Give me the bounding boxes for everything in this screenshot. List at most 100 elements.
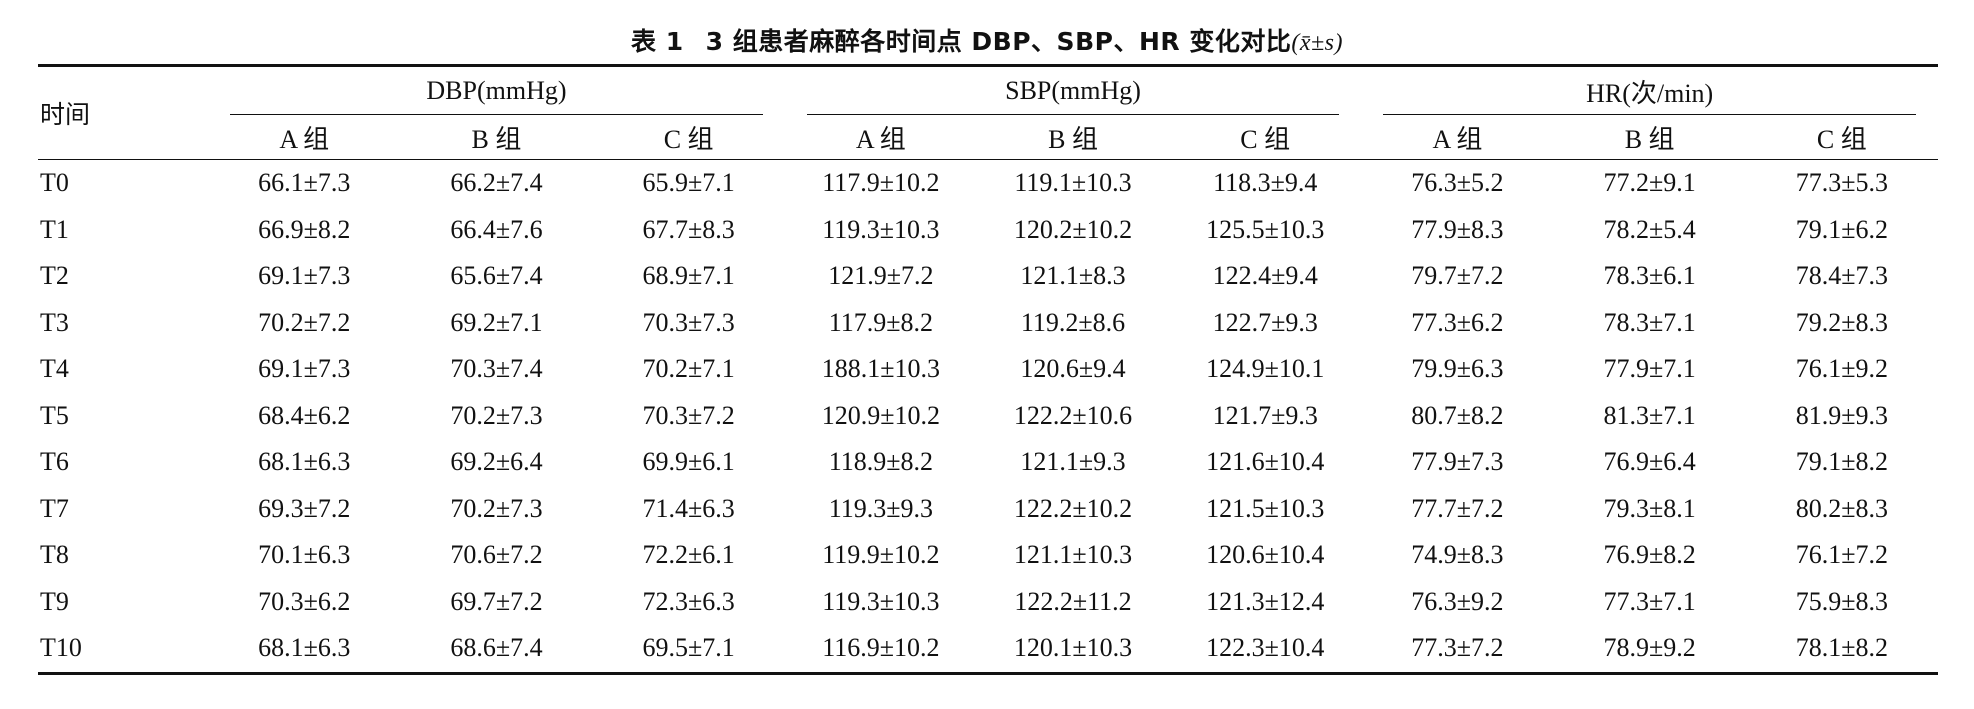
hr-group-c-header: C 组 bbox=[1745, 115, 1938, 160]
value-cell: 118.3±9.4 bbox=[1213, 168, 1318, 198]
dbp-group-b-header: B 组 bbox=[400, 115, 593, 160]
value-cell: 122.2±10.6 bbox=[1013, 400, 1133, 430]
time-point-cell: T7 bbox=[40, 493, 69, 523]
value-cell: 70.2±7.3 bbox=[450, 493, 543, 523]
table-caption: 表 1 3 组患者麻醉各时间点 DBP、SBP、HR 变化对比(x̄±s) bbox=[0, 22, 1974, 58]
table-row: T6 68.1±6.3 69.2±6.4 69.9±6.1 118.9±8.2 121.1… bbox=[38, 439, 1938, 486]
value-cell: 68.4±6.2 bbox=[258, 400, 351, 430]
value-cell: 121.1±10.3 bbox=[1013, 540, 1133, 570]
value-cell: 119.1±10.3 bbox=[1014, 168, 1132, 198]
value-cell: 68.6±7.4 bbox=[400, 625, 593, 675]
table-row: T5 68.4±6.2 70.2±7.3 70.3±7.2 120.9±10.2 122.… bbox=[38, 393, 1938, 440]
value-cell: 80.7±8.2 bbox=[1411, 400, 1504, 430]
value-cell: 122.3±10.4 bbox=[1169, 625, 1362, 675]
value-cell: 76.9±8.2 bbox=[1603, 540, 1696, 570]
value-cell: 124.9±10.1 bbox=[1206, 354, 1325, 384]
value-cell: 78.2±5.4 bbox=[1603, 214, 1696, 244]
value-cell: 70.3±7.3 bbox=[642, 307, 735, 337]
data-table-container: 时间 DBP(mmHg) SBP(mmHg) HR(次/min) A 组 B 组… bbox=[38, 64, 1938, 675]
table-stat-notation: (x̄±s) bbox=[1291, 30, 1343, 56]
value-cell: 122.2±11.2 bbox=[1014, 586, 1132, 616]
value-cell: 79.3±8.1 bbox=[1603, 493, 1696, 523]
value-cell: 72.3±6.3 bbox=[642, 586, 735, 616]
hr-group-header: HR(次/min) bbox=[1361, 64, 1938, 116]
value-cell: 70.3±7.4 bbox=[450, 354, 543, 384]
value-cell: 69.2±6.4 bbox=[450, 447, 543, 477]
time-point-cell: T4 bbox=[40, 354, 69, 384]
value-cell: 78.1±8.2 bbox=[1745, 625, 1938, 675]
time-point-cell: T10 bbox=[38, 625, 209, 675]
time-point-cell: T6 bbox=[40, 447, 69, 477]
value-cell: 77.9±7.1 bbox=[1603, 354, 1696, 384]
value-cell: 70.2±7.1 bbox=[642, 354, 735, 384]
value-cell: 122.2±10.2 bbox=[1013, 493, 1133, 523]
value-cell: 78.4±7.3 bbox=[1795, 261, 1888, 291]
value-cell: 79.7±7.2 bbox=[1411, 261, 1504, 291]
time-point-cell: T3 bbox=[40, 307, 69, 337]
value-cell: 119.3±10.3 bbox=[822, 586, 940, 616]
value-cell: 121.9±7.2 bbox=[828, 261, 934, 291]
dbp-group-a-header: A 组 bbox=[208, 115, 401, 160]
table-title: 3 组患者麻醉各时间点 DBP、SBP、HR 变化对比 bbox=[705, 27, 1292, 56]
value-cell: 121.1±8.3 bbox=[1020, 261, 1126, 291]
value-cell: 120.1±10.3 bbox=[976, 625, 1170, 675]
value-cell: 77.9±8.3 bbox=[1411, 214, 1504, 244]
value-cell: 71.4±6.3 bbox=[642, 493, 735, 523]
value-cell: 76.3±5.2 bbox=[1411, 168, 1504, 198]
value-cell: 120.6±10.4 bbox=[1206, 540, 1325, 570]
value-cell: 70.1±6.3 bbox=[258, 540, 351, 570]
value-cell: 70.3±6.2 bbox=[258, 586, 351, 616]
value-cell: 69.1±7.3 bbox=[258, 354, 351, 384]
value-cell: 75.9±8.3 bbox=[1795, 586, 1888, 616]
value-cell: 65.6±7.4 bbox=[450, 261, 543, 291]
table-row: T10 68.1±6.3 68.6±7.4 69.5±7.1 116.9±10.2 120… bbox=[38, 625, 1938, 675]
value-cell: 69.7±7.2 bbox=[450, 586, 543, 616]
table-row: T9 70.3±6.2 69.7±7.2 72.3±6.3 119.3±10.3 122.… bbox=[38, 579, 1938, 626]
value-cell: 68.1±6.3 bbox=[258, 447, 351, 477]
value-cell: 76.9±6.4 bbox=[1603, 447, 1696, 477]
value-cell: 66.1±7.3 bbox=[258, 168, 351, 198]
value-cell: 125.5±10.3 bbox=[1206, 214, 1325, 244]
value-cell: 81.3±7.1 bbox=[1603, 400, 1696, 430]
value-cell: 120.2±10.2 bbox=[1013, 214, 1133, 244]
value-cell: 79.2±8.3 bbox=[1795, 307, 1888, 337]
value-cell: 67.7±8.3 bbox=[642, 214, 735, 244]
value-cell: 72.2±6.1 bbox=[642, 540, 735, 570]
value-cell: 119.2±8.6 bbox=[1020, 307, 1126, 337]
subgroup-header-row: A 组 B 组 C 组 A 组 B 组 C 组 A 组 B 组 C 组 bbox=[38, 115, 1938, 160]
time-point-cell: T2 bbox=[40, 261, 69, 291]
time-point-cell: T8 bbox=[40, 540, 69, 570]
time-point-cell: T9 bbox=[40, 586, 69, 616]
value-cell: 69.2±7.1 bbox=[450, 307, 543, 337]
value-cell: 121.6±10.4 bbox=[1206, 447, 1325, 477]
sbp-group-b-header: B 组 bbox=[976, 115, 1170, 160]
value-cell: 118.9±8.2 bbox=[828, 447, 933, 477]
sbp-group-c-header: C 组 bbox=[1169, 115, 1362, 160]
value-cell: 116.9±10.2 bbox=[784, 625, 977, 675]
table-row: T4 69.1±7.3 70.3±7.4 70.2±7.1 188.1±10.3 120.… bbox=[38, 346, 1938, 393]
value-cell: 68.9±7.1 bbox=[642, 261, 735, 291]
value-cell: 69.5±7.1 bbox=[592, 625, 785, 675]
value-cell: 121.7±9.3 bbox=[1212, 400, 1318, 430]
time-point-cell: T0 bbox=[40, 168, 69, 198]
value-cell: 117.9±10.2 bbox=[822, 168, 940, 198]
value-cell: 68.1±6.3 bbox=[208, 625, 401, 675]
value-cell: 120.9±10.2 bbox=[821, 400, 940, 430]
value-cell: 77.9±7.3 bbox=[1411, 447, 1504, 477]
value-cell: 65.9±7.1 bbox=[642, 168, 735, 198]
value-cell: 70.2±7.2 bbox=[258, 307, 351, 337]
value-cell: 78.3±6.1 bbox=[1603, 261, 1696, 291]
table-row: T0 66.1±7.3 66.2±7.4 65.9±7.1 117.9±10.2 119.… bbox=[38, 160, 1938, 207]
value-cell: 78.9±9.2 bbox=[1553, 625, 1746, 675]
table-row: T7 69.3±7.2 70.2±7.3 71.4±6.3 119.3±9.3 122.2… bbox=[38, 486, 1938, 533]
value-cell: 78.3±7.1 bbox=[1603, 307, 1696, 337]
table-row: T1 66.9±8.2 66.4±7.6 67.7±8.3 119.3±10.3 120.… bbox=[38, 207, 1938, 254]
value-cell: 121.3±12.4 bbox=[1206, 586, 1325, 616]
value-cell: 188.1±10.3 bbox=[821, 354, 940, 384]
value-cell: 79.1±8.2 bbox=[1795, 447, 1888, 477]
hr-group-a-header: A 组 bbox=[1361, 115, 1554, 160]
table-label: 表 1 bbox=[631, 27, 684, 56]
table-row: T2 69.1±7.3 65.6±7.4 68.9±7.1 121.9±7.2 121.1… bbox=[38, 253, 1938, 300]
value-cell: 119.9±10.2 bbox=[822, 540, 940, 570]
value-cell: 81.9±9.3 bbox=[1795, 400, 1888, 430]
